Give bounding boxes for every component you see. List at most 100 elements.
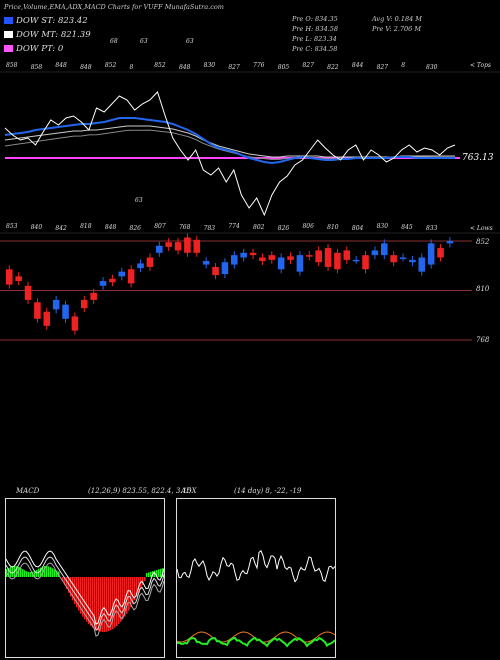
candle (212, 266, 219, 276)
candle (277, 257, 285, 270)
bottom-extra-label: 63 (135, 197, 143, 204)
macd-hist-bar (100, 577, 102, 632)
macd-hist-bar (72, 577, 74, 601)
macd-params: (12,26,9) 823.55, 822.4, 3.15 (88, 487, 192, 495)
top-price-label: 844 (351, 62, 364, 69)
macd-hist-bar (28, 571, 30, 577)
candle (334, 252, 341, 270)
macd-hist-bar (48, 566, 50, 577)
candle (437, 248, 444, 258)
macd-hist-bar (150, 571, 152, 577)
candle (127, 269, 135, 284)
top-price-label: 848 (80, 64, 92, 71)
candle (71, 316, 79, 331)
macd-hist-bar (94, 577, 96, 630)
legend-mt-label: DOW MT: 821.39 (16, 30, 91, 40)
candle (118, 271, 126, 277)
top-price-label: 848 (55, 62, 67, 69)
bottom-price-label: 807 (154, 223, 166, 230)
top-extra-label: 68 (110, 38, 118, 45)
bottom-price-label: 810 (327, 224, 339, 231)
candle (259, 257, 266, 262)
macd-hist-bar (158, 569, 160, 577)
top-price-label: 848 (178, 64, 191, 71)
bottom-price-label: 802 (253, 224, 265, 231)
macd-hist-bar (132, 577, 134, 604)
adx-svg (177, 549, 335, 648)
macd-hist-bar (88, 577, 90, 624)
macd-hist-bar (8, 567, 10, 577)
bottom-price-label: 833 (426, 225, 438, 232)
candle (174, 242, 182, 251)
top-price-label: 852 (104, 62, 117, 69)
macd-hist-bar (148, 572, 150, 577)
candle (296, 255, 304, 272)
macd-line (6, 556, 164, 631)
top-price-label: 830 (203, 62, 216, 69)
macd-hist-bar (46, 566, 48, 577)
top-price-label: 858 (6, 62, 18, 69)
macd-hist-bar (74, 577, 76, 604)
candle (221, 262, 229, 274)
macd-hist-bar (156, 570, 158, 577)
candle (315, 250, 322, 263)
candle (231, 255, 238, 265)
candle (343, 250, 351, 260)
macd-hist-bar (112, 577, 114, 630)
bottom-price-label: 842 (55, 225, 67, 232)
macd-hist-bar (102, 577, 104, 632)
macd-hist-bar (110, 577, 112, 631)
bottom-price-label: 806 (302, 223, 314, 230)
macd-hist-bar (24, 570, 26, 577)
bottom-price-label: 768 (178, 224, 191, 231)
ema-fast-line (4, 117, 455, 165)
macd-hist-bar (30, 571, 32, 577)
macd-hist-bar (22, 569, 24, 577)
candle (24, 285, 32, 300)
candle (418, 257, 426, 272)
macd-hist-bar (124, 577, 126, 617)
level-768-label: 768 (476, 336, 490, 344)
legend-pt-swatch (4, 45, 13, 52)
candle (62, 304, 69, 319)
top-price-label: 805 (277, 64, 290, 71)
legend-pt-label: DOW PT: 0 (16, 44, 64, 54)
bottom-price-label: 818 (80, 223, 92, 230)
legend-st-swatch (4, 17, 13, 24)
candle (165, 242, 172, 247)
chart-title: Price,Volume,EMA,ADX,MACD Charts for VUF… (4, 3, 224, 11)
macd-hist-bar (34, 570, 36, 577)
macd-hist-bar (146, 573, 148, 577)
macd-hist-bar (138, 577, 140, 593)
level-852-label: 852 (476, 238, 490, 246)
top-extra-label: 63 (186, 38, 194, 45)
bottom-price-label: 804 (351, 225, 364, 232)
macd-hist-bar (76, 577, 78, 608)
top-price-label: 827 (376, 64, 389, 71)
macd-hist-bar (18, 566, 20, 577)
lows-corner-label: < Lows (470, 225, 493, 232)
top-price-label: 776 (253, 62, 265, 69)
top-price-label: 830 (426, 64, 438, 71)
top-price-label: 822 (327, 64, 339, 71)
macd-hist-bar (82, 577, 84, 617)
macd-hist-bar (144, 577, 146, 582)
candle (34, 302, 41, 319)
top-price-label: 827 (302, 62, 314, 69)
ema-last-value: 763.13 (462, 153, 494, 163)
macd-hist-bar (54, 569, 56, 577)
price-line (4, 91, 456, 217)
macd-hist-bar (86, 577, 88, 622)
macd-hist-bar (62, 577, 64, 582)
candle (156, 245, 163, 253)
macd-hist-bar (12, 566, 14, 577)
macd-hist-bar (106, 577, 108, 632)
macd-hist-bar (44, 566, 46, 577)
candle (99, 281, 107, 286)
macd-hist-bar (58, 571, 60, 577)
macd-signal-line (6, 562, 164, 637)
macd-fast-line (6, 550, 164, 625)
candle (399, 257, 407, 259)
stat-pre-high: Pre H: 834.58 (292, 25, 339, 33)
legend-st-label: DOW ST: 823.42 (16, 16, 88, 26)
